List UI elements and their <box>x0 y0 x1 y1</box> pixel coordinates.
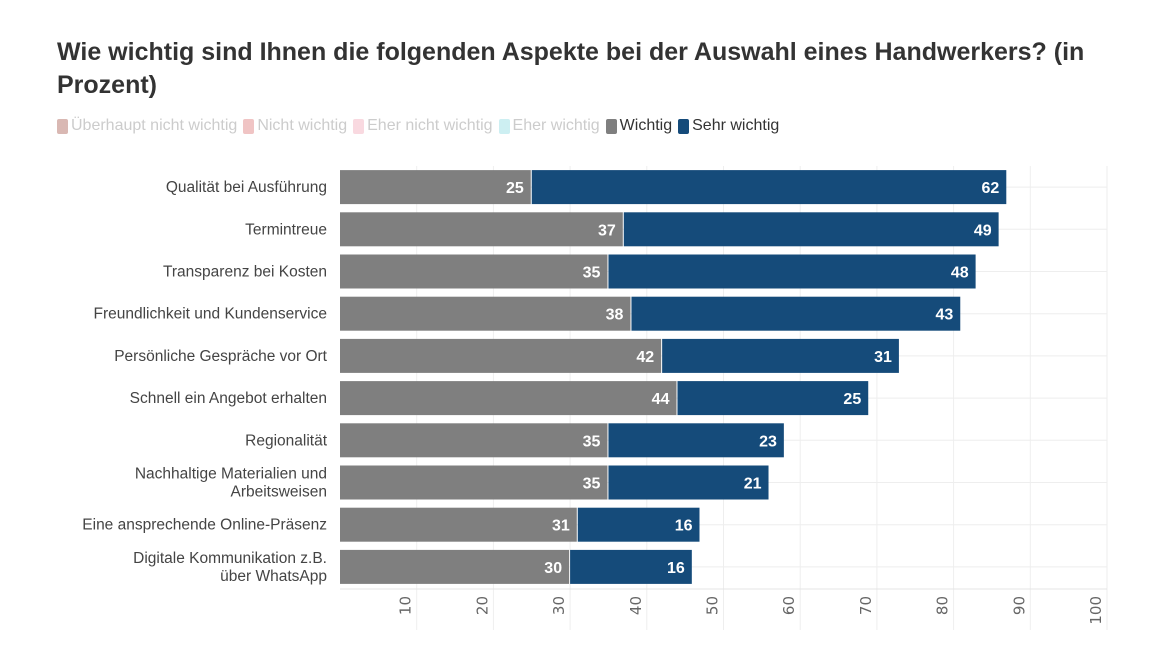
legend-item[interactable]: Nicht wichtig <box>243 117 347 135</box>
data-label: 35 <box>583 265 601 282</box>
bar-wichtig <box>340 212 623 247</box>
category-label: Eine ansprechende Online-Präsenz <box>82 517 327 534</box>
category-label: Freundlichkeit und Kundenservice <box>94 306 328 323</box>
bar-wichtig <box>340 549 570 584</box>
category-label: Termintreue <box>245 221 327 238</box>
bar-sehr-wichtig <box>608 423 784 458</box>
category-label: Qualität bei Ausführung <box>166 179 327 196</box>
data-label: 62 <box>981 180 999 197</box>
legend-swatch <box>605 118 617 134</box>
data-label: 42 <box>636 349 654 366</box>
bar-wichtig <box>340 170 531 205</box>
bar-sehr-wichtig <box>531 170 1007 205</box>
data-label: 31 <box>874 349 892 366</box>
bar-sehr-wichtig <box>677 381 869 416</box>
legend-label: Sehr wichtig <box>692 117 780 134</box>
legend-label: Überhaupt nicht wichtig <box>71 117 238 134</box>
category-label: Schnell ein Angebot erhalten <box>130 390 327 407</box>
x-tick-label: 80 <box>934 596 952 615</box>
x-tick-label: 60 <box>780 596 798 615</box>
x-tick-label: 50 <box>704 596 722 615</box>
bar-sehr-wichtig <box>608 465 769 500</box>
legend-swatch <box>353 118 365 134</box>
legend-label: Nicht wichtig <box>257 117 348 134</box>
category-label: Nachhaltige Materialien und Arbeitsweisen <box>135 466 327 501</box>
legend-swatch <box>57 118 68 134</box>
x-tick-label: 100 <box>1087 596 1105 625</box>
data-label: 38 <box>606 307 624 324</box>
category-label: Regionalität <box>245 432 328 449</box>
legend-swatch <box>243 118 255 134</box>
data-label: 16 <box>667 560 685 577</box>
bar-sehr-wichtig <box>623 212 999 247</box>
category-label: Transparenz bei Kosten <box>163 264 327 281</box>
data-label: 31 <box>552 518 570 535</box>
bar-sehr-wichtig <box>570 549 692 584</box>
x-tick-label: 20 <box>473 596 491 615</box>
x-tick-label: 10 <box>397 596 415 615</box>
bar-wichtig <box>340 338 662 373</box>
legend-swatch <box>678 118 690 134</box>
data-label: 48 <box>951 265 969 282</box>
data-label: 44 <box>652 391 670 408</box>
data-label: 37 <box>598 222 616 239</box>
legend-label: Eher wichtig <box>512 117 600 134</box>
data-label: 23 <box>759 433 777 450</box>
bar-sehr-wichtig <box>631 296 961 331</box>
legend: Überhaupt nicht wichtig Nicht wichtig Eher… <box>57 117 779 135</box>
legend-label: Eher nicht wichtig <box>367 117 493 134</box>
legend-item[interactable]: Überhaupt nicht wichtig <box>57 117 237 135</box>
bar-sehr-wichtig <box>662 338 899 373</box>
bar-wichtig <box>340 381 677 416</box>
category-label: Persönliche Gespräche vor Ort <box>114 348 327 365</box>
chart-title: Wie wichtig sind Ihnen die folgenden Asp… <box>57 38 1085 99</box>
data-label: 16 <box>675 518 693 535</box>
legend-item[interactable]: Wichtig <box>605 117 673 135</box>
x-tick-label: 30 <box>550 596 568 615</box>
legend-swatch <box>498 118 510 134</box>
legend-item[interactable]: Eher nicht wichtig <box>353 117 493 135</box>
bar-sehr-wichtig <box>608 254 976 289</box>
bar-wichtig <box>340 423 608 458</box>
data-label: 25 <box>506 180 524 197</box>
data-label: 49 <box>974 222 992 239</box>
data-label: 25 <box>843 391 861 408</box>
legend-label: Wichtig <box>619 117 673 134</box>
data-label: 35 <box>583 476 601 493</box>
bar-wichtig <box>340 465 608 500</box>
bar-sehr-wichtig <box>577 507 700 542</box>
bar-wichtig <box>340 507 577 542</box>
bar-wichtig <box>340 254 608 289</box>
data-label: 21 <box>744 476 762 493</box>
bar-wichtig <box>340 296 631 331</box>
legend-item[interactable]: Sehr wichtig <box>678 117 779 135</box>
x-tick-label: 70 <box>857 596 875 615</box>
data-label: 30 <box>544 560 562 577</box>
data-label: 35 <box>583 433 601 450</box>
data-label: 43 <box>935 307 953 324</box>
x-tick-label: 90 <box>1010 596 1028 615</box>
legend-item[interactable]: Eher wichtig <box>498 117 600 135</box>
category-label: Digitale Kommunikation z.B. über WhatsApp <box>133 550 327 585</box>
x-tick-label: 40 <box>627 596 645 615</box>
